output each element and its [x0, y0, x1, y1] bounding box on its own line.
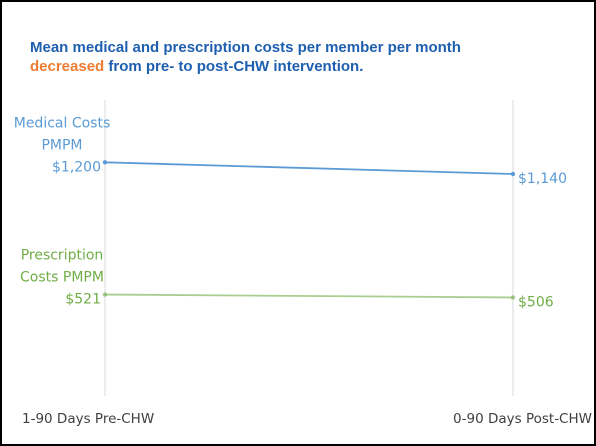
point — [510, 295, 516, 300]
point — [102, 292, 108, 297]
value-label: $521 — [65, 292, 101, 308]
title-rest: from pre- to post-CHW intervention. — [108, 58, 363, 75]
x-tick-label: 1-90 Days Pre-CHW — [22, 411, 154, 427]
series-name-line: Prescription — [21, 248, 104, 264]
series-line — [104, 161, 514, 175]
series-name: Prescription Costs PMPM — [20, 248, 104, 286]
chart-title-line2: decreased from pre- to post-CHW interven… — [30, 58, 363, 75]
series-name-line: Costs PMPM — [20, 270, 104, 286]
value-label: $1,200 — [52, 159, 101, 175]
value-label: $506 — [518, 294, 554, 310]
title-highlight: decreased — [30, 58, 104, 75]
point — [102, 160, 108, 165]
series-name-line: PMPM — [41, 137, 82, 153]
series-name-line: Medical Costs — [14, 115, 111, 131]
point — [510, 171, 516, 177]
series-name: Medical Costs PMPM — [14, 115, 111, 153]
chart-title-line1: Mean medical and prescription costs per … — [30, 39, 461, 56]
x-tick-label: 0-90 Days Post-CHW — [453, 411, 592, 427]
series-line — [104, 293, 514, 299]
value-label: $1,140 — [518, 171, 567, 187]
